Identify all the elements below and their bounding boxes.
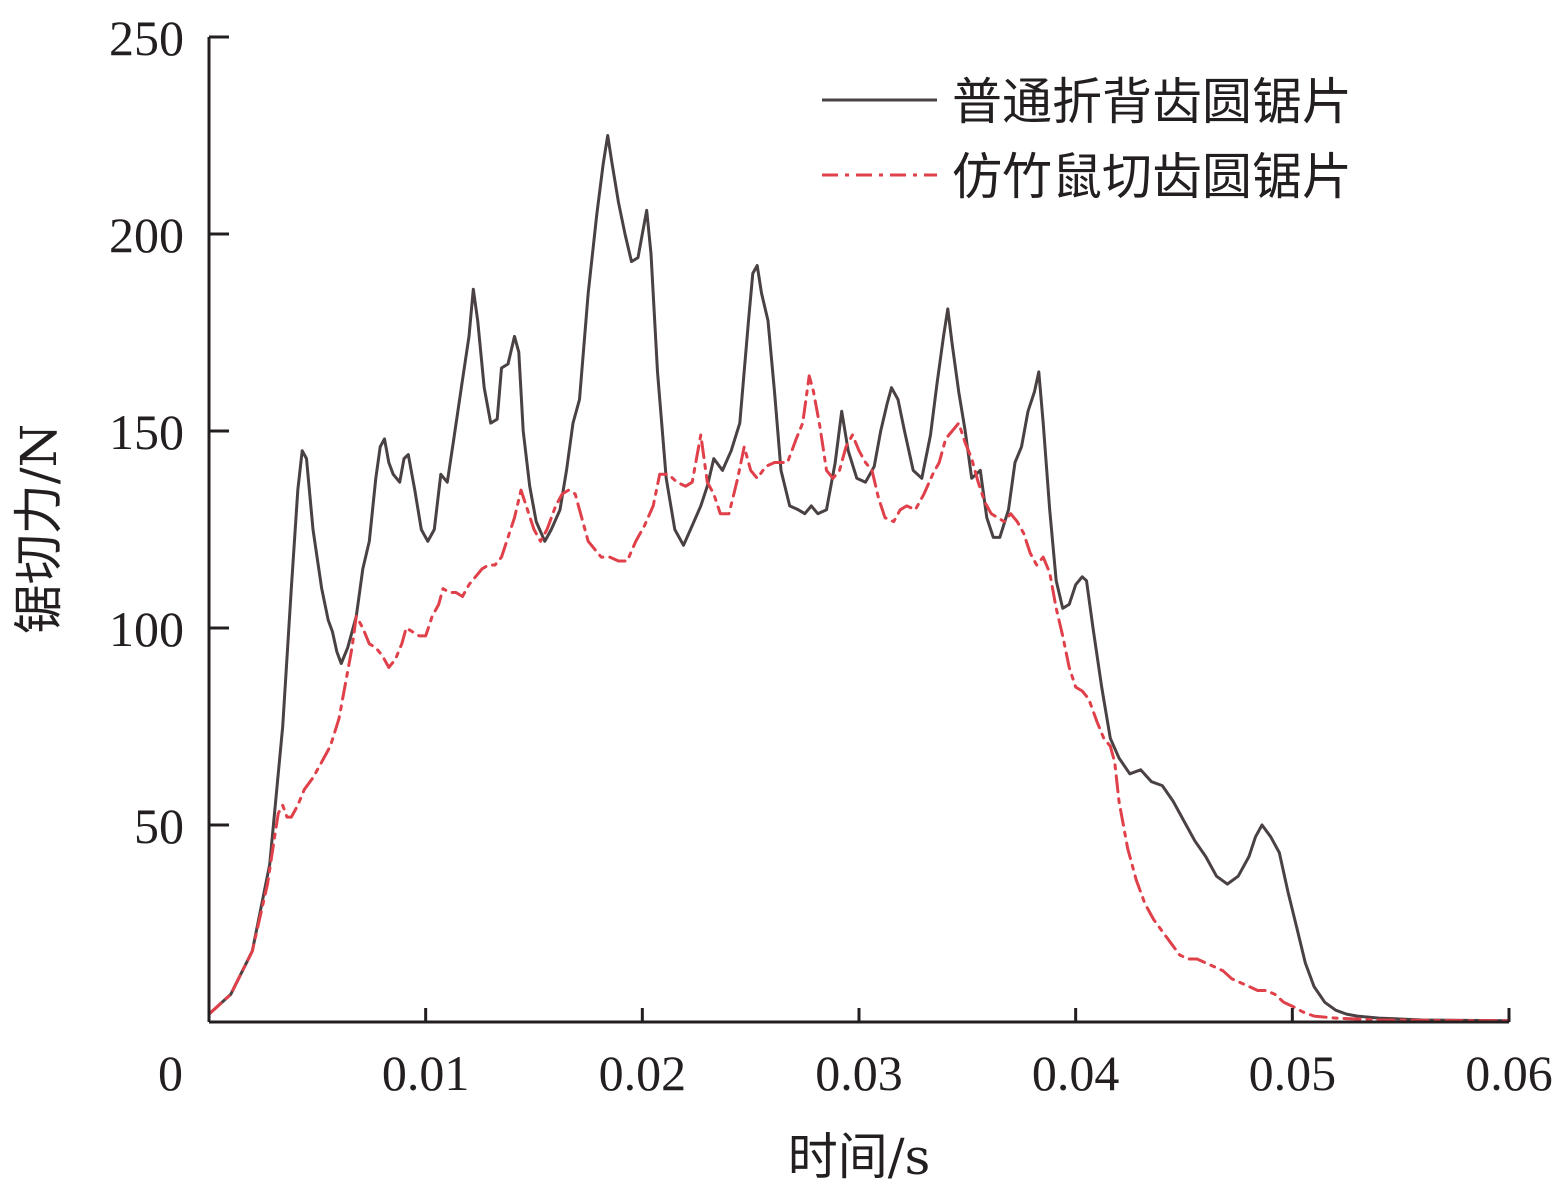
ticks-layer: 0 0.01 0.02 0.03 0.04 0.05 0.06 50 100 150 200 250 xyxy=(109,10,1553,1101)
y-tick-label: 200 xyxy=(109,207,184,263)
x-tick-label: 0.06 xyxy=(1465,1045,1553,1101)
y-tick-label: 250 xyxy=(109,10,184,66)
legend-label-series-1: 普通折背齿圆锯片 xyxy=(952,73,1352,131)
x-tick-label: 0 xyxy=(158,1045,183,1101)
x-tick-label: 0.02 xyxy=(599,1045,687,1101)
series-line-2 xyxy=(207,374,1511,1023)
legend: 普通折背齿圆锯片 仿竹鼠切齿圆锯片 xyxy=(822,73,1352,206)
y-tick-label: 50 xyxy=(134,798,184,854)
legend-label-series-2: 仿竹鼠切齿圆锯片 xyxy=(952,148,1352,206)
y-axis-title: 锯切力/N xyxy=(10,424,68,635)
x-axis-title: 时间/s xyxy=(788,1128,931,1186)
x-tick-label: 0.03 xyxy=(815,1045,903,1101)
series-line-1 xyxy=(207,134,1511,1023)
y-tick-label: 100 xyxy=(109,601,184,657)
y-tick-label: 150 xyxy=(109,404,184,460)
x-tick-label: 0.05 xyxy=(1249,1045,1337,1101)
series-layer xyxy=(207,134,1511,1023)
x-tick-label: 0.01 xyxy=(382,1045,470,1101)
x-tick-label: 0.04 xyxy=(1032,1045,1120,1101)
